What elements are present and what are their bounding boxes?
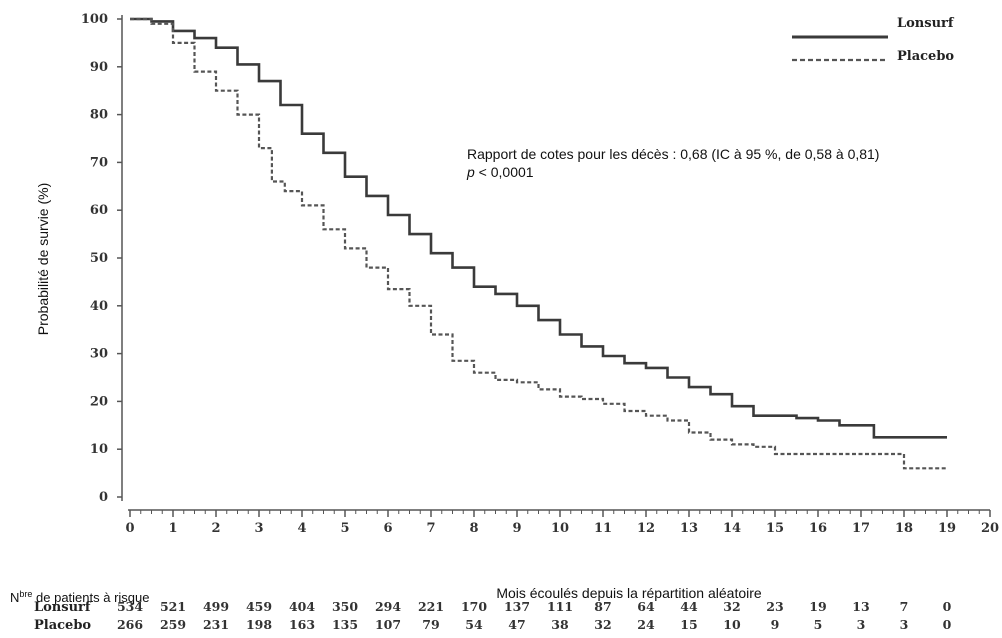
x-tick-label: 20 bbox=[981, 521, 999, 536]
risk-cell: 32 bbox=[723, 599, 740, 614]
x-tick-label: 1 bbox=[168, 521, 177, 536]
risk-cell: 7 bbox=[900, 599, 909, 614]
risk-cell: 32 bbox=[594, 617, 611, 632]
annotation-line-1: Rapport de cotes pour les décès : 0,68 (… bbox=[467, 146, 879, 162]
x-tick-label: 8 bbox=[469, 521, 478, 536]
risk-cell: 9 bbox=[771, 617, 780, 632]
y-tick-label: 50 bbox=[90, 251, 108, 266]
annotation-p-value: < 0,0001 bbox=[475, 164, 534, 180]
risk-cell: 499 bbox=[203, 599, 229, 614]
risk-cell: 198 bbox=[246, 617, 272, 632]
y-tick-label: 0 bbox=[99, 490, 108, 505]
y-tick-label: 20 bbox=[90, 394, 108, 409]
x-tick-label: 7 bbox=[426, 521, 435, 536]
y-tick-label: 60 bbox=[90, 203, 108, 218]
x-tick-label: 5 bbox=[340, 521, 349, 536]
risk-title-n: N bbox=[10, 590, 19, 605]
risk-cell: 23 bbox=[766, 599, 783, 614]
y-axis-title: Probabilité de survie (%) bbox=[35, 183, 51, 336]
risk-title-sup: bre bbox=[19, 589, 32, 599]
x-tick-label: 18 bbox=[895, 521, 913, 536]
risk-cell: 3 bbox=[900, 617, 909, 632]
annotation: Rapport de cotes pour les décès : 0,68 (… bbox=[466, 146, 879, 180]
x-tick-label: 16 bbox=[809, 521, 827, 536]
risk-cell: 404 bbox=[289, 599, 315, 614]
legend-label-placebo: Placebo bbox=[897, 49, 954, 64]
x-tick-label: 2 bbox=[211, 521, 220, 536]
risk-cell: 64 bbox=[637, 599, 655, 614]
risk-cell: 294 bbox=[375, 599, 401, 614]
risk-cell: 534 bbox=[117, 599, 143, 614]
risk-cell: 79 bbox=[422, 617, 439, 632]
risk-cell: 5 bbox=[814, 617, 823, 632]
risk-cell: 3 bbox=[857, 617, 866, 632]
x-axis-title: Mois écoulés depuis la répartition aléat… bbox=[496, 585, 762, 601]
series-line-lonsurf bbox=[130, 17, 947, 439]
risk-cell: 266 bbox=[117, 617, 143, 632]
axes bbox=[117, 15, 991, 517]
risk-cell: 107 bbox=[375, 617, 401, 632]
risk-cell: 350 bbox=[332, 599, 358, 614]
risk-cell: 13 bbox=[852, 599, 869, 614]
risk-cell: 10 bbox=[723, 617, 741, 632]
risk-cell: 459 bbox=[246, 599, 272, 614]
risk-cell: 0 bbox=[943, 617, 952, 632]
risk-cell: 38 bbox=[551, 617, 569, 632]
risk-title-rest: de patients à risque bbox=[32, 590, 149, 605]
series-line-placebo bbox=[130, 17, 947, 470]
annotation-p-label: p bbox=[466, 164, 475, 180]
y-tick-label: 70 bbox=[90, 155, 108, 170]
risk-cell: 170 bbox=[461, 599, 487, 614]
x-tick-label: 14 bbox=[723, 521, 741, 536]
x-tick-label: 19 bbox=[938, 521, 956, 536]
risk-cell: 221 bbox=[418, 599, 444, 614]
x-tick-label: 12 bbox=[637, 521, 655, 536]
legend-label-lonsurf: Lonsurf bbox=[897, 16, 955, 31]
x-tick-label: 15 bbox=[766, 521, 784, 536]
risk-cell: 163 bbox=[289, 617, 315, 632]
legend: Lonsurf Placebo bbox=[792, 16, 955, 64]
y-tick-label: 10 bbox=[90, 442, 108, 457]
risk-cell: 47 bbox=[508, 617, 525, 632]
y-tick-label: 90 bbox=[90, 60, 108, 75]
risk-cell: 44 bbox=[680, 599, 698, 614]
y-tick-labels: 0 10 20 30 40 50 60 70 80 90 100 bbox=[81, 12, 108, 505]
risk-cell: 24 bbox=[637, 617, 655, 632]
x-tick-label: 17 bbox=[852, 521, 870, 536]
risk-cell: 135 bbox=[332, 617, 358, 632]
x-tick-label: 0 bbox=[125, 521, 134, 536]
x-tick-label: 3 bbox=[254, 521, 263, 536]
risk-table-title: Nbre de patients à risque bbox=[10, 589, 149, 605]
x-tick-label: 11 bbox=[594, 521, 612, 536]
risk-row-name-placebo: Placebo bbox=[34, 618, 91, 633]
x-tick-label: 10 bbox=[551, 521, 569, 536]
risk-cell: 15 bbox=[680, 617, 697, 632]
y-tick-label: 30 bbox=[90, 347, 108, 362]
risk-cells: 534 521 499 459 404 350 294 221 170 137 111 87 64 44 3… bbox=[117, 599, 952, 632]
y-tick-label: 100 bbox=[81, 12, 108, 27]
risk-cell: 521 bbox=[160, 599, 186, 614]
x-tick-label: 6 bbox=[383, 521, 392, 536]
risk-cell: 87 bbox=[594, 599, 611, 614]
risk-cell: 54 bbox=[465, 617, 483, 632]
risk-cell: 19 bbox=[809, 599, 826, 614]
risk-table: Nbre de patients à risque Lonsurf Placeb… bbox=[10, 589, 952, 633]
x-tick-labels: 0 1 2 3 4 5 6 7 8 9 10 11 12 13 14 15 16 17 18 19 20 bbox=[125, 521, 999, 536]
y-tick-label: 40 bbox=[90, 299, 108, 314]
risk-cell: 137 bbox=[504, 599, 530, 614]
x-tick-label: 13 bbox=[680, 521, 698, 536]
risk-cell: 231 bbox=[203, 617, 229, 632]
annotation-line-2: p < 0,0001 bbox=[466, 164, 534, 180]
x-tick-label: 9 bbox=[512, 521, 521, 536]
x-tick-label: 4 bbox=[297, 521, 306, 536]
series-layer bbox=[130, 17, 947, 470]
risk-cell: 0 bbox=[943, 599, 952, 614]
y-tick-label: 80 bbox=[90, 108, 108, 123]
risk-cell: 259 bbox=[160, 617, 186, 632]
risk-row-name-lonsurf: Lonsurf bbox=[34, 600, 92, 615]
risk-cell: 111 bbox=[547, 599, 573, 614]
